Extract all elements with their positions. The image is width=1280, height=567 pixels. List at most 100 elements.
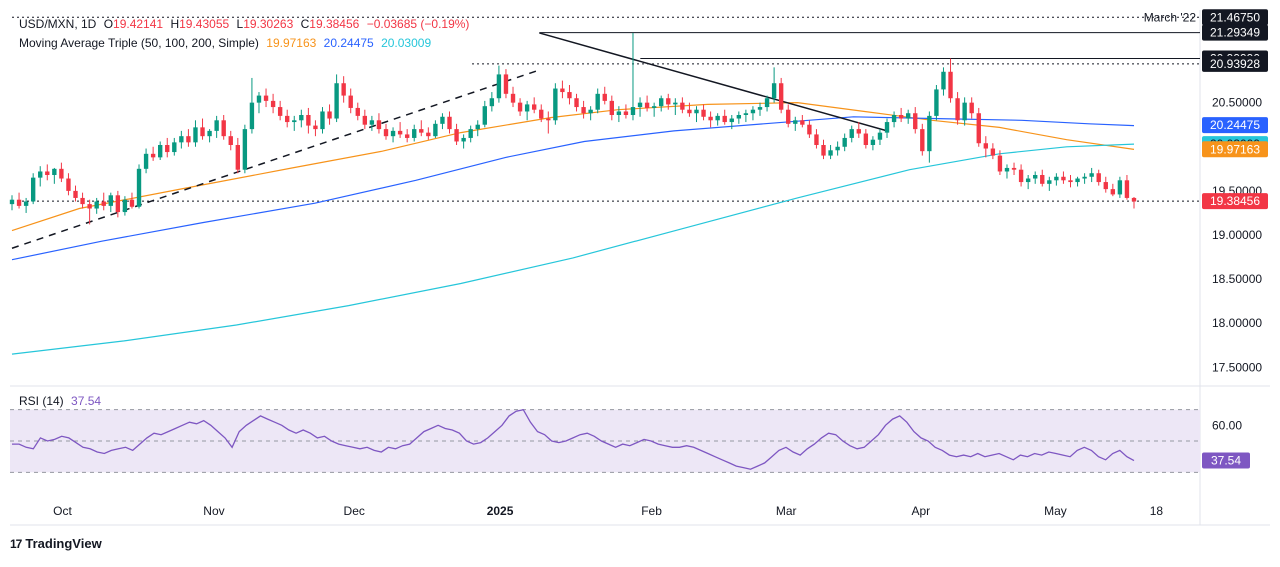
candle [546, 118, 551, 121]
candle [708, 116, 713, 121]
change-value: −0.03685 (−0.19%) [366, 17, 470, 31]
candle [390, 130, 396, 137]
candle [200, 127, 205, 137]
candle [158, 145, 163, 158]
price-tick-label: 18.50000 [1212, 272, 1262, 286]
price-tick-label: 17.50000 [1212, 360, 1262, 374]
candle [172, 142, 177, 153]
candle [461, 137, 466, 142]
time-tick-label: Mar [776, 504, 797, 518]
candle [1054, 176, 1059, 181]
candle [482, 106, 487, 125]
high-value: 19.43055 [179, 17, 230, 31]
open-value: 19.42141 [113, 17, 164, 31]
candle [383, 129, 389, 137]
brand-watermark[interactable]: 17 TradingView [10, 536, 102, 551]
candle [468, 129, 473, 138]
candle [997, 155, 1003, 172]
candle [517, 102, 523, 112]
candle [327, 111, 332, 119]
candle [510, 93, 516, 103]
candle [16, 199, 22, 206]
rsi-legend: RSI (14) 37.54 [19, 394, 101, 409]
candle [136, 168, 142, 207]
candle [221, 120, 226, 137]
candle [214, 120, 219, 131]
candle [59, 168, 64, 179]
candle [355, 107, 360, 116]
symbol-label: USD/MXN, 1D [19, 17, 97, 31]
price-axis-badge [1202, 193, 1268, 210]
candle [292, 120, 297, 123]
ma50-line [11, 101, 1135, 232]
candle [553, 88, 558, 121]
ma-legend-label: Moving Average Triple (50, 100, 200, Sim… [19, 36, 259, 50]
rsi-legend-label: RSI (14) [19, 394, 64, 408]
candle [581, 107, 586, 114]
candle [877, 132, 883, 140]
candle [750, 109, 756, 114]
price-tick-label: 20.50000 [1212, 96, 1262, 110]
candle [440, 116, 445, 124]
candle [80, 197, 85, 205]
candle [313, 125, 318, 130]
time-tick-label: Apr [911, 504, 930, 518]
candle [969, 102, 974, 114]
candle [433, 123, 438, 137]
candle [595, 93, 600, 110]
ma100-value: 20.24475 [323, 36, 374, 50]
candle [771, 83, 777, 99]
price-tick-label: 19.00000 [1212, 228, 1262, 242]
candle [9, 199, 15, 205]
time-tick-label: Oct [53, 504, 72, 518]
candle [913, 113, 918, 130]
candle [637, 102, 643, 108]
candle [588, 109, 593, 114]
candle [30, 177, 36, 202]
candle [320, 111, 325, 130]
candle [1047, 180, 1052, 184]
candle [941, 71, 946, 90]
ma100-line [11, 116, 1135, 261]
candle [270, 100, 276, 108]
price-axis-badge-label: 21.29349 [1210, 26, 1260, 40]
candle [743, 113, 749, 115]
candle [616, 111, 622, 115]
price-axis-badge [1202, 55, 1268, 72]
candle [207, 130, 212, 137]
candle [856, 129, 861, 134]
candle [397, 130, 403, 135]
candle [412, 129, 417, 138]
candle [66, 178, 71, 191]
candle [835, 146, 840, 151]
candle [722, 115, 727, 123]
candle [532, 104, 537, 110]
price-axis-badge [1202, 117, 1268, 134]
candle [23, 201, 29, 206]
close-label: C [300, 17, 310, 31]
candle [955, 98, 960, 121]
candle [687, 109, 692, 114]
candle [574, 98, 579, 108]
candle [1110, 189, 1116, 195]
candle [778, 83, 784, 110]
candle [179, 136, 184, 143]
candle [976, 113, 981, 144]
candle [108, 195, 113, 206]
candle [948, 71, 953, 99]
candle [87, 204, 92, 209]
candle [764, 98, 770, 108]
candle [849, 129, 854, 138]
price-axis-badge [1202, 9, 1268, 26]
candle [235, 145, 240, 170]
candle [821, 145, 826, 156]
candle [242, 129, 248, 170]
price-axis-badge-label: 19.97163 [1210, 142, 1260, 156]
candle [757, 107, 763, 110]
candle [1096, 173, 1101, 183]
open-label: O [103, 17, 114, 31]
price-tick-label: 18.00000 [1212, 316, 1262, 330]
candle [800, 120, 805, 125]
